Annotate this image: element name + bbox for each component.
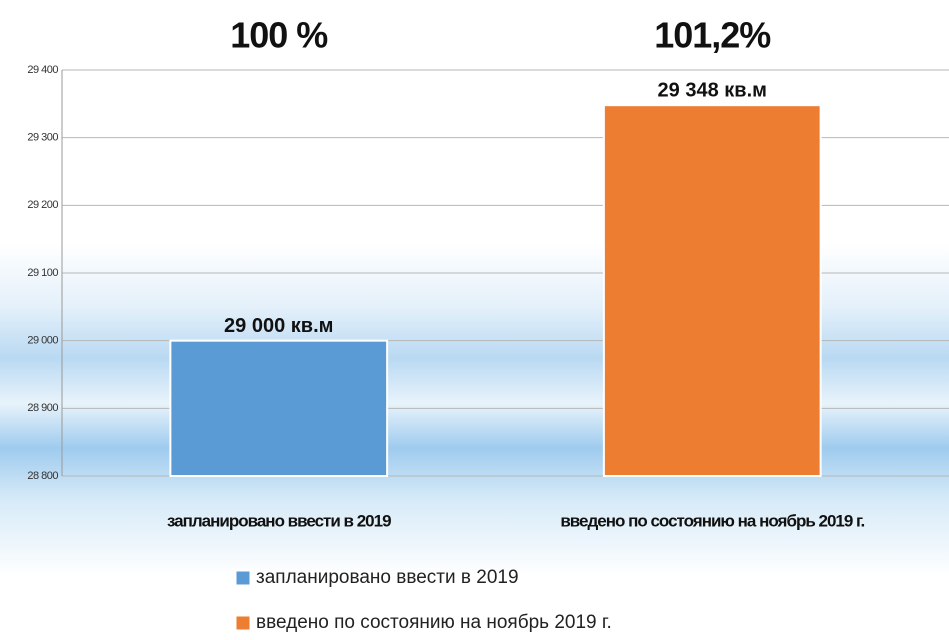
legend-label: введено по состоянию на ноябрь 2019 г. xyxy=(256,612,612,633)
y-tick-label: 29 300 xyxy=(27,132,58,144)
y-tick-label: 28 800 xyxy=(27,470,58,482)
x-tick-label: запланировано ввести в 2019 xyxy=(167,511,391,530)
x-tick-label: введено по состоянию на ноябрь 2019 г. xyxy=(560,511,864,530)
bar xyxy=(604,105,821,476)
legend-label: запланировано ввести в 2019 xyxy=(256,567,519,588)
y-tick-label: 29 000 xyxy=(27,335,58,347)
annotation: 101,2% xyxy=(654,15,771,56)
chart: 28 800 28 900 29 000 29 100 29 200 29 300 29 4… xyxy=(0,0,949,640)
legend-swatch xyxy=(236,571,250,585)
y-tick-label: 29 100 xyxy=(27,267,58,279)
y-tick-label: 29 200 xyxy=(27,199,58,211)
data-label: 29 348 кв.м xyxy=(658,79,767,101)
annotation: 100 % xyxy=(230,15,328,56)
bar xyxy=(170,341,387,476)
y-tick-label: 28 900 xyxy=(27,402,58,414)
data-label: 29 000 кв.м xyxy=(224,315,333,337)
page: 28 800 28 900 29 000 29 100 29 200 29 300 29 4… xyxy=(0,0,949,640)
legend-swatch xyxy=(236,616,250,630)
y-tick-label: 29 400 xyxy=(27,64,58,76)
